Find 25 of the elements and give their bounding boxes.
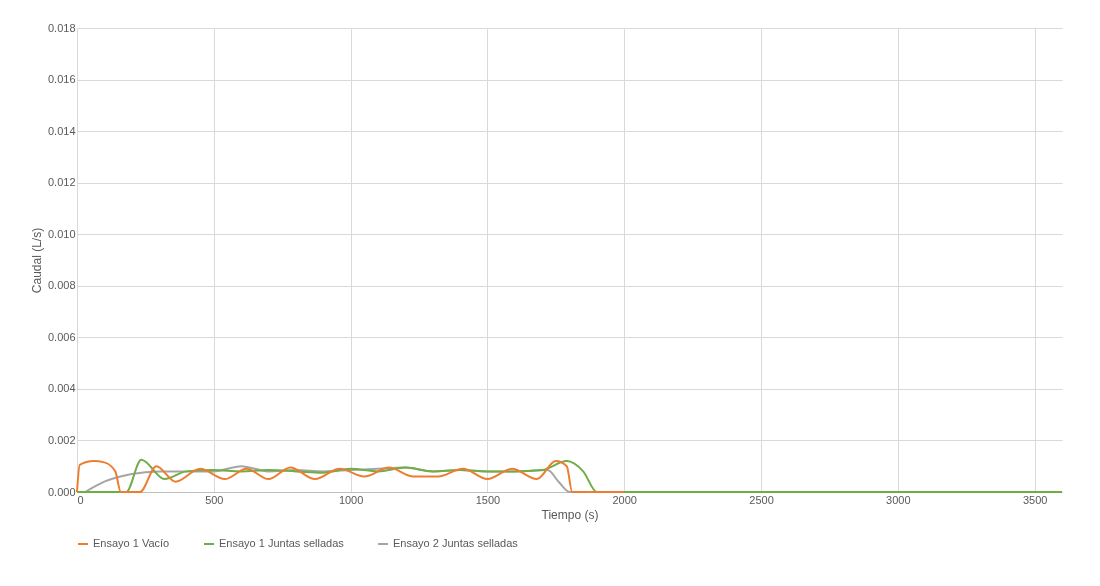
y-tick-label: 0.010 xyxy=(47,227,76,240)
y-tick-label: 0.000 xyxy=(47,485,76,498)
x-tick-label: 3000 xyxy=(886,493,911,506)
x-tick-label: 500 xyxy=(205,493,224,506)
line-series xyxy=(76,458,1063,493)
legend-label: Ensayo 1 Vacío xyxy=(93,537,170,549)
y-tick-label: 0.004 xyxy=(47,382,76,395)
line-series xyxy=(76,460,626,493)
y-axis-title: Caudal (L/s) xyxy=(29,227,44,294)
y-tick-label: 0.002 xyxy=(47,433,76,446)
legend-label: Ensayo 1 Juntas selladas xyxy=(219,537,345,549)
x-axis-title: Tiempo (s) xyxy=(541,507,599,522)
x-tick-label: 1500 xyxy=(475,493,501,506)
y-tick-label: 0.012 xyxy=(47,176,76,189)
legend-label: Ensayo 2 Juntas selladas xyxy=(393,537,519,549)
x-tick-label: 2000 xyxy=(612,493,637,506)
x-tick-label: 1000 xyxy=(338,493,364,506)
x-tick-label: 0 xyxy=(77,493,84,506)
y-tick-label: 0.006 xyxy=(47,330,76,343)
y-tick-label: 0.016 xyxy=(47,73,76,86)
y-tick-label: 0.018 xyxy=(47,21,76,34)
y-tick-label: 0.008 xyxy=(47,279,76,292)
y-tick-label: 0.014 xyxy=(47,124,76,137)
x-tick-label: 3500 xyxy=(1022,493,1048,506)
x-tick-label: 2500 xyxy=(749,493,774,506)
